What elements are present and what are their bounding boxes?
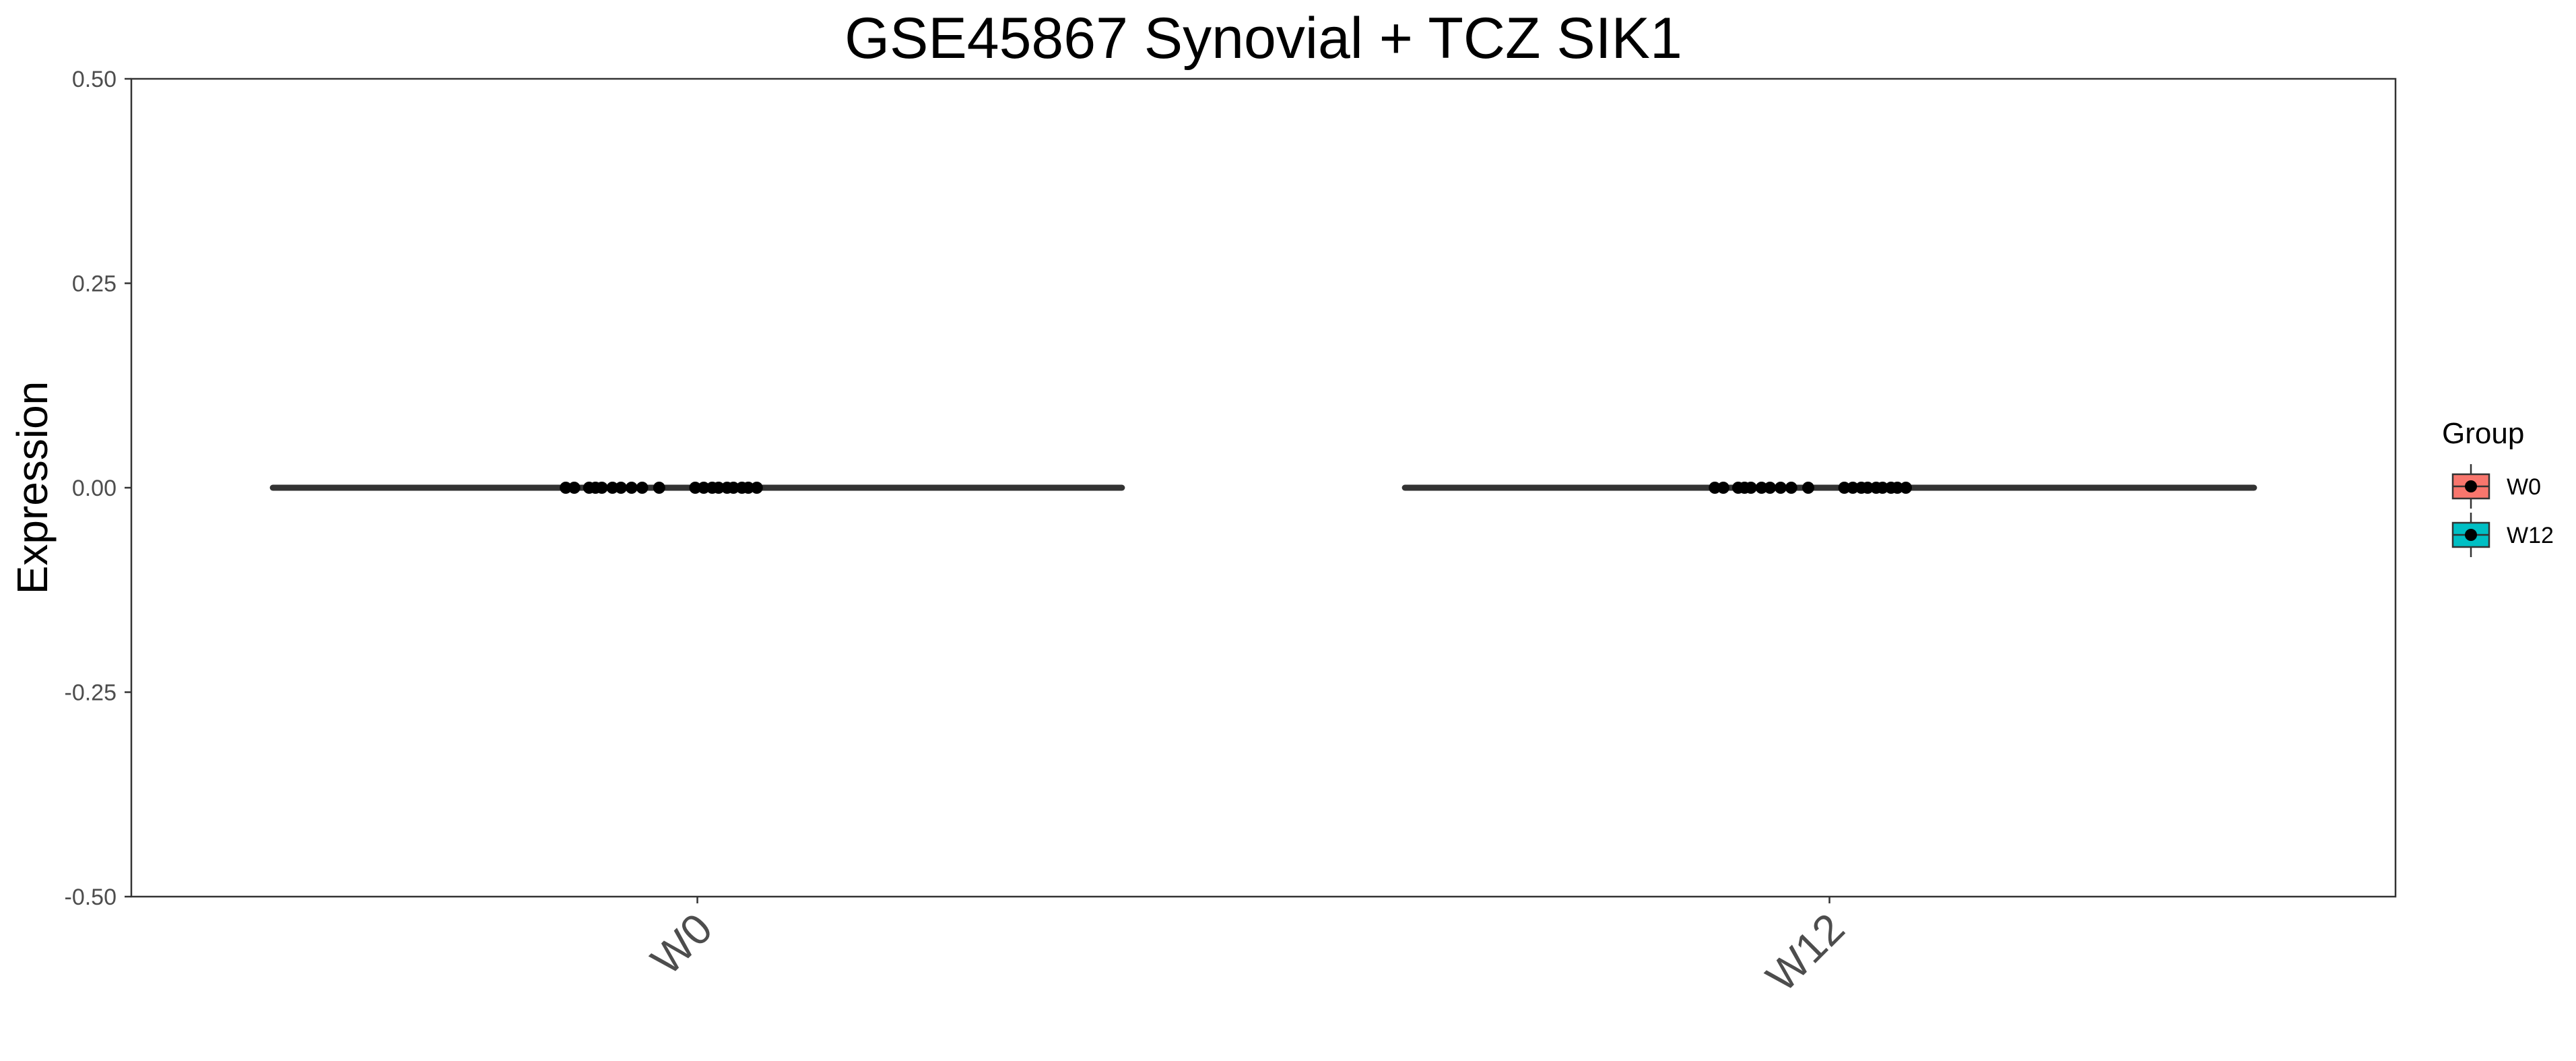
data-point (615, 482, 628, 494)
y-tick-label: -0.50 (65, 885, 117, 910)
data-point (568, 482, 581, 494)
legend-label: W0 (2507, 474, 2541, 500)
legend-key-point (2465, 480, 2477, 492)
data-point (727, 482, 740, 494)
data-point (1899, 482, 1912, 494)
box-group-w12 (1401, 482, 2257, 494)
data-point (653, 482, 665, 494)
data-point (689, 482, 702, 494)
y-axis-title: Expression (8, 381, 57, 595)
data-point (697, 482, 710, 494)
data-point (1717, 482, 1729, 494)
data-point (1847, 482, 1859, 494)
data-point (742, 482, 755, 494)
data-point (750, 482, 763, 494)
y-tick-label: 0.00 (72, 476, 117, 501)
plot-panel-border (130, 77, 2397, 898)
legend-label: W12 (2507, 523, 2554, 548)
data-point (1764, 482, 1777, 494)
data-point (1802, 482, 1814, 494)
legend-title: Group (2442, 417, 2524, 450)
y-tick-label: -0.25 (65, 680, 117, 706)
chart-title: GSE45867 Synovial + TCZ SIK1 (845, 6, 1682, 71)
y-tick-label: 0.25 (72, 271, 117, 297)
legend: Group W0 W12 (2442, 417, 2554, 557)
data-point (713, 482, 725, 494)
legend-items: W0 W12 (2451, 464, 2554, 557)
data-point (1891, 482, 1904, 494)
data-point (1838, 482, 1851, 494)
data-point (1876, 482, 1889, 494)
legend-key-point (2465, 529, 2477, 541)
plot-area-content (269, 482, 2257, 494)
data-point (606, 482, 619, 494)
box-group-w0 (269, 482, 1125, 494)
legend-item-w0: W0 (2451, 464, 2541, 509)
data-point (1709, 482, 1721, 494)
data-point (1775, 482, 1787, 494)
data-point (625, 482, 638, 494)
data-point (1755, 482, 1768, 494)
y-tick-label: 0.50 (72, 67, 117, 92)
data-point (636, 482, 649, 494)
y-axis: 0.50 0.25 0.00 -0.25 -0.50 (65, 67, 131, 910)
legend-item-w12: W12 (2451, 513, 2554, 557)
data-point (1785, 482, 1797, 494)
data-point (1861, 482, 1874, 494)
data-point (1744, 482, 1757, 494)
data-point (560, 482, 572, 494)
data-point (595, 482, 608, 494)
